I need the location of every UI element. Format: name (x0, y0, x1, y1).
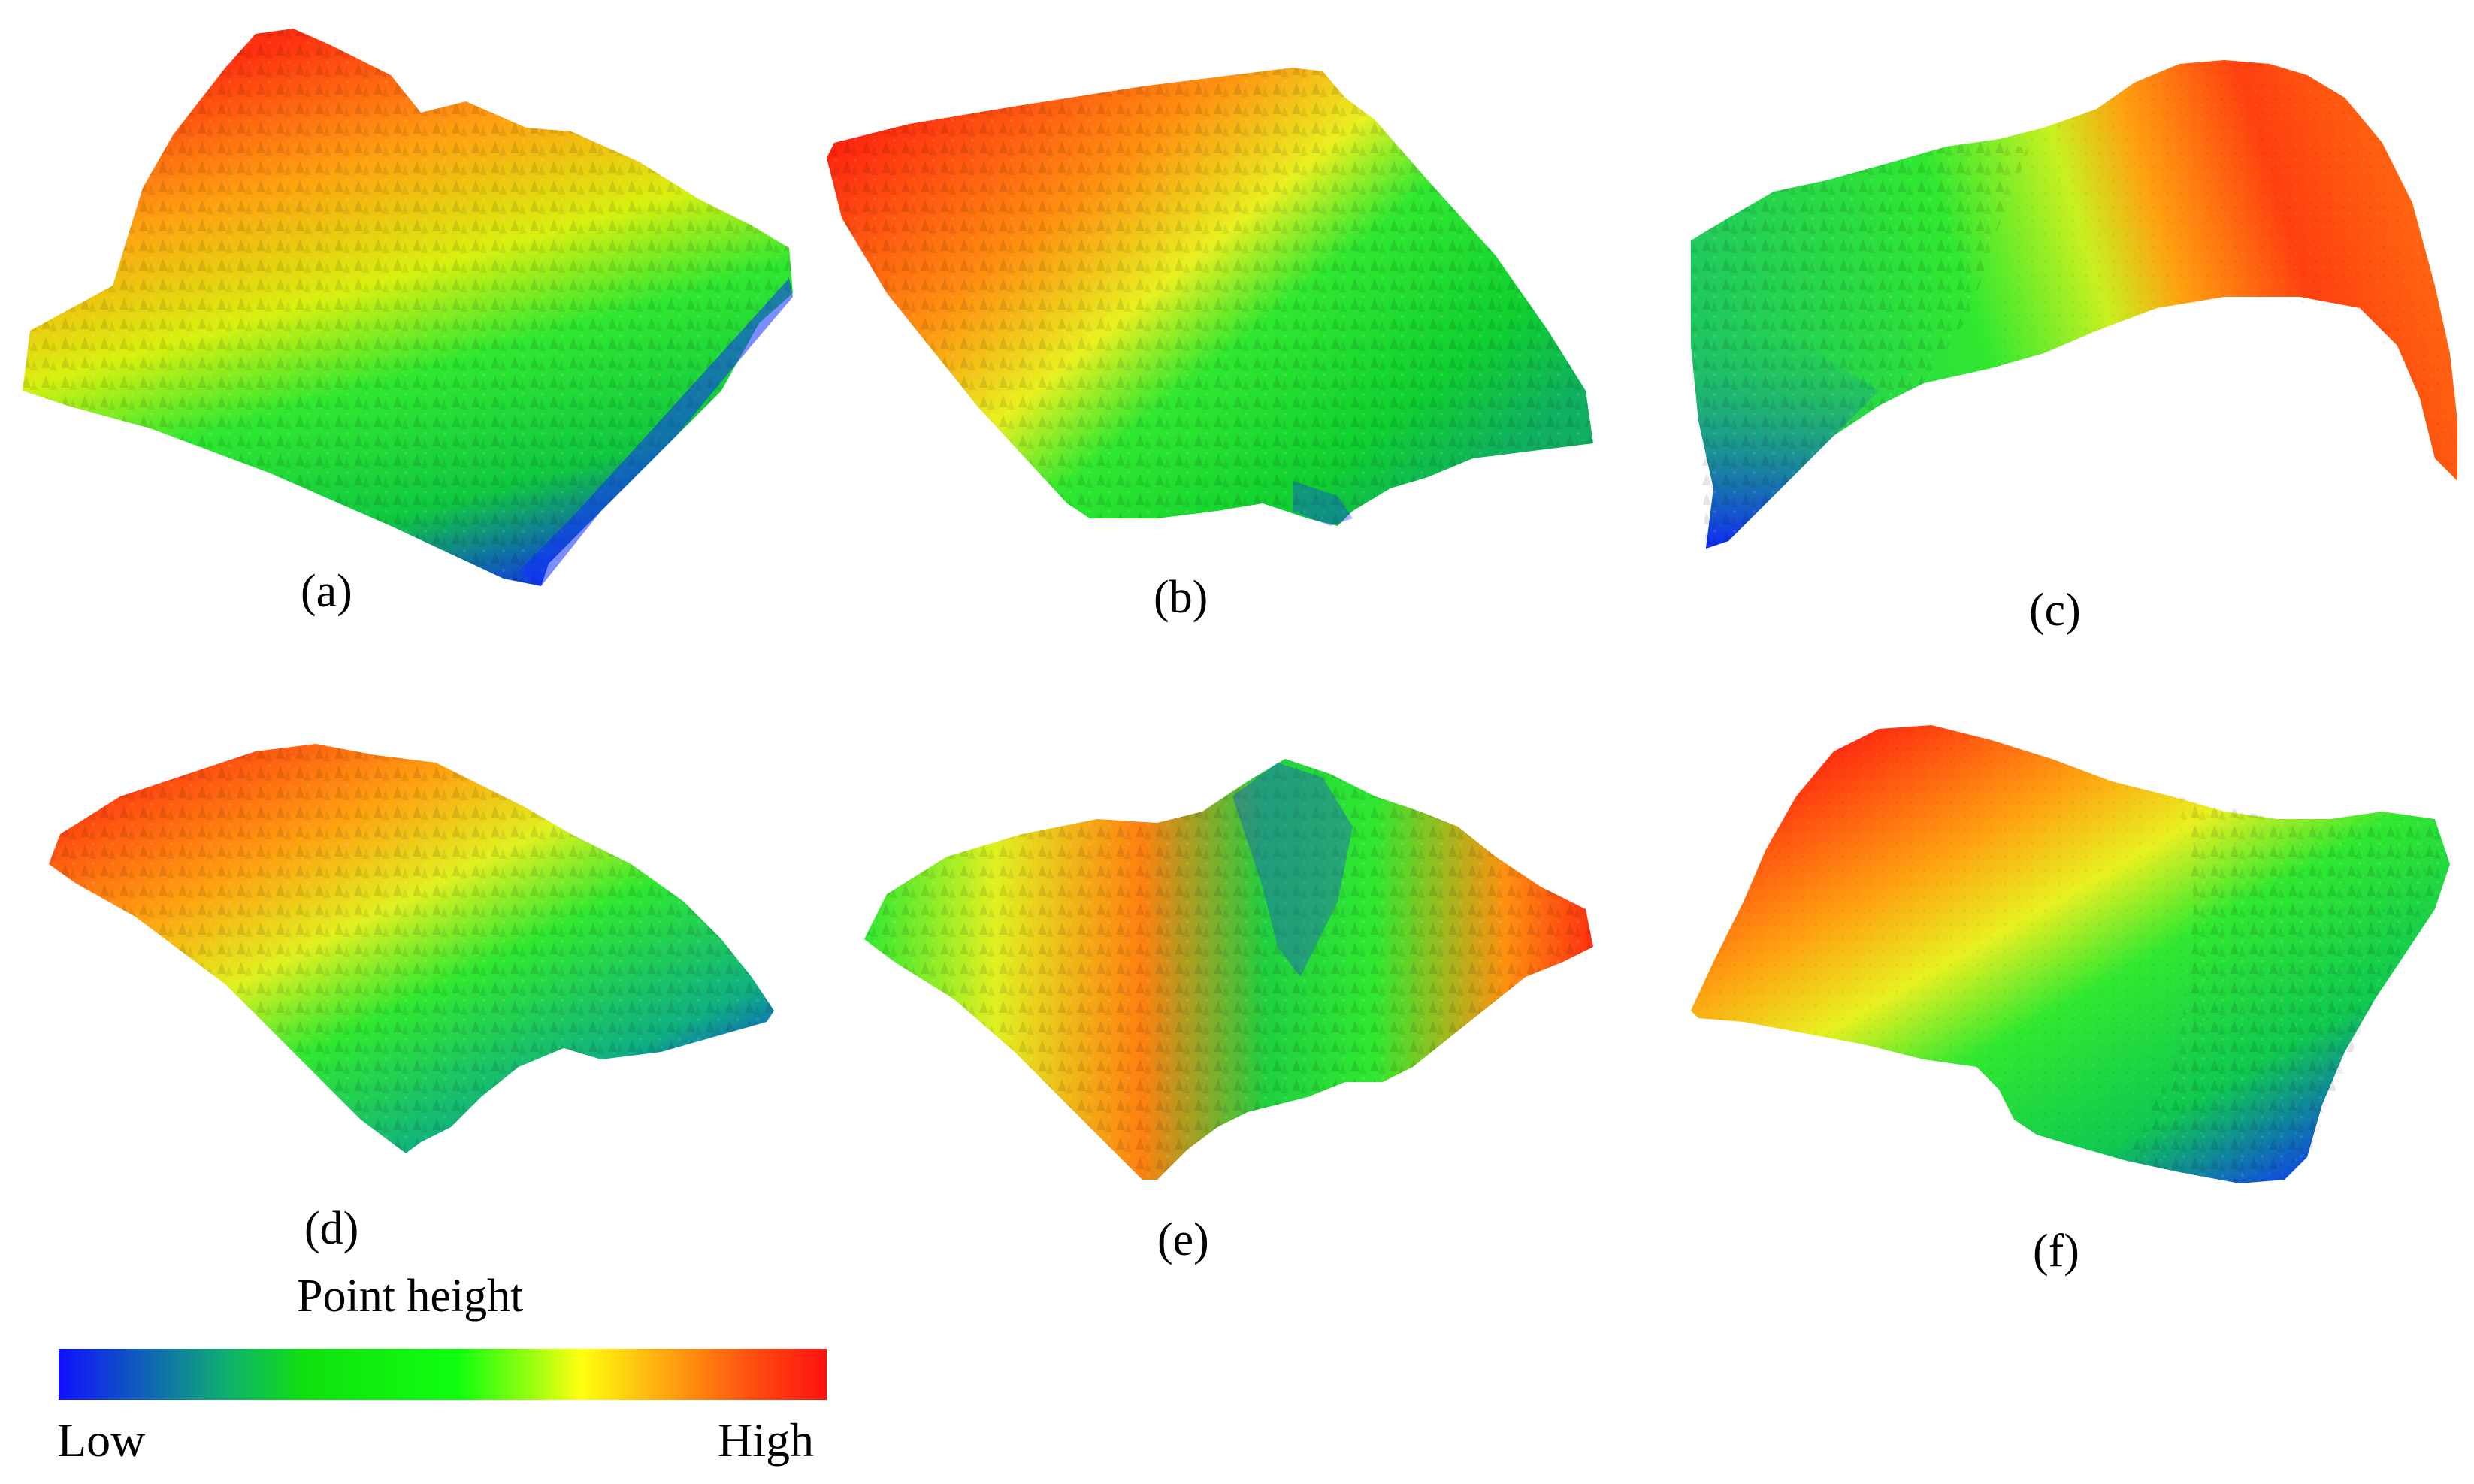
point-cloud-a (23, 29, 793, 586)
point-cloud-d (49, 744, 774, 1153)
point-cloud-e (864, 759, 1593, 1180)
point-cloud-f (1691, 725, 2450, 1183)
panel-label-f: (f) (2033, 1226, 2079, 1277)
legend-low-label: Low (57, 1413, 146, 1467)
point-cloud-b (827, 68, 1593, 526)
panel-label-d: (d) (304, 1203, 359, 1254)
point-cloud-c (1691, 60, 2457, 549)
panel-label-a: (a) (301, 566, 352, 617)
panel-label-b: (b) (1154, 572, 1208, 623)
legend-title: Point height (297, 1271, 524, 1322)
panel-label-c: (c) (2029, 585, 2081, 636)
legend-high-label: High (718, 1413, 814, 1467)
panel-label-e: (e) (1157, 1214, 1209, 1265)
height-colorbar (59, 1349, 827, 1400)
